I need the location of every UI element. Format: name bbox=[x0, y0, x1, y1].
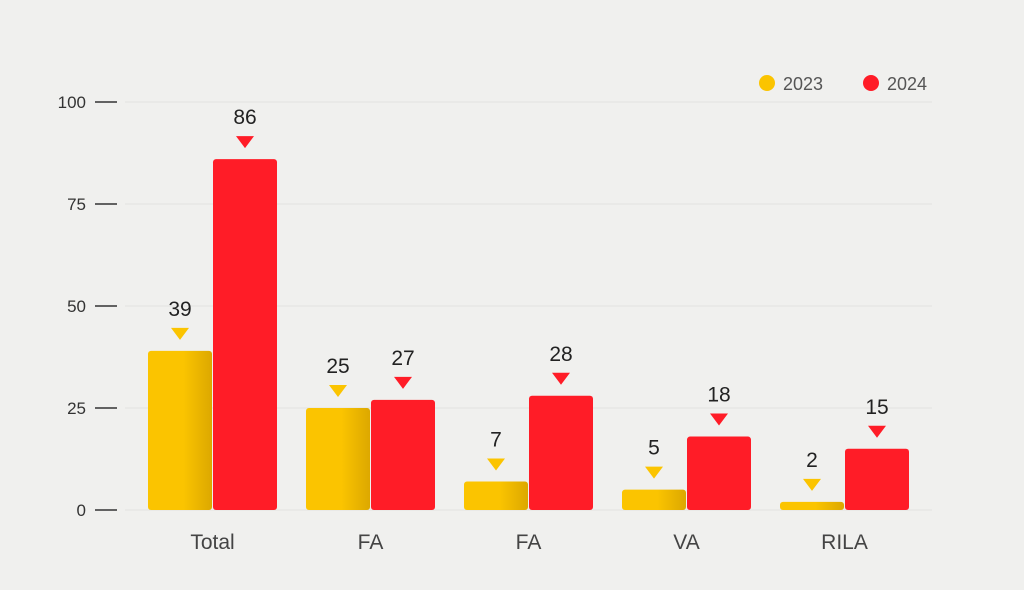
value-marker-icon bbox=[171, 327, 189, 340]
value-marker-icon bbox=[645, 466, 663, 479]
bar-2024-3 bbox=[687, 436, 751, 510]
category-label: Total bbox=[190, 531, 234, 554]
value-label-2024-2: 28 bbox=[549, 343, 572, 366]
value-marker-icon bbox=[710, 413, 728, 426]
value-marker-icon bbox=[236, 136, 254, 149]
value-marker-icon bbox=[487, 458, 505, 471]
y-axis: 0 25 50 75 100 bbox=[58, 93, 117, 520]
legend: 2023 2024 bbox=[759, 74, 927, 94]
bar-2024-2 bbox=[529, 395, 593, 510]
bars bbox=[148, 159, 909, 510]
value-label-2023-2: 7 bbox=[490, 428, 502, 451]
y-tick-label: 0 bbox=[77, 501, 86, 520]
bar-2023-0 bbox=[148, 350, 212, 510]
y-tick-label: 50 bbox=[67, 297, 86, 316]
value-label-2024-4: 15 bbox=[865, 396, 888, 419]
value-label-2023-0: 39 bbox=[168, 298, 191, 321]
legend-label: 2024 bbox=[887, 74, 927, 94]
value-label-2024-3: 18 bbox=[707, 384, 730, 407]
category-label: RILA bbox=[821, 531, 868, 554]
y-tick-label: 25 bbox=[67, 399, 86, 418]
value-labels: 39 25 7 5 2 86 27 28 18 15 bbox=[168, 106, 889, 491]
value-marker-icon bbox=[329, 385, 347, 397]
bar-2024-4 bbox=[845, 448, 909, 510]
value-marker-icon bbox=[803, 478, 821, 491]
value-label-2023-1: 25 bbox=[326, 355, 349, 378]
value-label-2024-1: 27 bbox=[391, 347, 414, 370]
legend-label: 2023 bbox=[783, 74, 823, 94]
legend-swatch-icon bbox=[759, 75, 775, 91]
category-label: FA bbox=[516, 531, 542, 554]
category-label: VA bbox=[673, 531, 699, 554]
value-label-2023-3: 5 bbox=[648, 437, 660, 460]
legend-item-2023: 2023 bbox=[759, 74, 823, 94]
bar-2023-4 bbox=[780, 501, 844, 510]
value-marker-icon bbox=[552, 372, 570, 385]
category-label: FA bbox=[358, 531, 384, 554]
bar-2023-2 bbox=[464, 481, 528, 510]
legend-item-2024: 2024 bbox=[863, 74, 927, 94]
legend-swatch-icon bbox=[863, 75, 879, 91]
y-tick-label: 100 bbox=[58, 93, 86, 112]
value-label-2024-0: 86 bbox=[233, 106, 256, 129]
value-label-2023-4: 2 bbox=[806, 449, 818, 472]
value-marker-icon bbox=[868, 425, 886, 438]
value-marker-icon bbox=[394, 376, 412, 389]
bar-2023-1 bbox=[306, 408, 370, 510]
bar-2024-1 bbox=[371, 399, 435, 510]
x-axis: Total FA FA VA RILA bbox=[190, 531, 868, 554]
bar-2024-0 bbox=[213, 159, 277, 510]
bar-2023-3 bbox=[622, 489, 686, 510]
y-tick-label: 75 bbox=[67, 195, 86, 214]
